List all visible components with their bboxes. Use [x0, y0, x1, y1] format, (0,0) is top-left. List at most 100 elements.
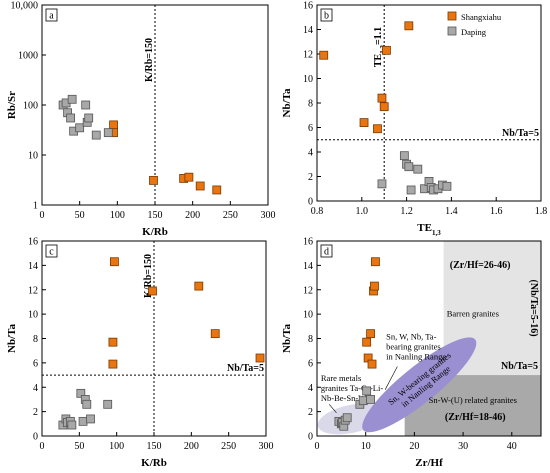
snw-nb-ta-leader — [384, 366, 398, 390]
shangxiahu-point — [373, 124, 382, 134]
snw-nb-ta-label-line: in Nanling Range — [386, 352, 446, 362]
x-axis-label: TE1,3 — [417, 222, 441, 237]
panel-letter-box — [45, 8, 58, 22]
x-tick-label: 30 — [458, 441, 468, 452]
zrhf-18-46-label: (Zr/Hf=18-46) — [445, 412, 506, 423]
shangxiahu-point — [108, 337, 118, 347]
y-tick-label: 1000 — [18, 51, 38, 62]
y-tick-label: 16 — [303, 1, 313, 12]
shangxiahu-point — [382, 45, 391, 55]
x-tick-label: 250 — [221, 441, 236, 452]
y-tick-label: 6 — [308, 358, 313, 369]
shangxiahu-point — [370, 281, 379, 291]
y-tick-label: 14 — [303, 261, 313, 272]
rare-metals-label-line: granites Ta-Cs-Li- — [321, 383, 383, 393]
x-tick-label: 300 — [261, 210, 276, 221]
y-tick-label: 12 — [303, 285, 313, 296]
legend-shangxiahu-label: Shangxiahu — [461, 12, 502, 22]
rare-metals-label-line: Rare metals — [321, 373, 361, 383]
rare-metals-label-line: Nb-Be-Sn-W — [321, 393, 366, 403]
y-tick-label: 10 — [303, 74, 313, 85]
y-tick-label: 16 — [303, 237, 313, 248]
shangxiahu-point — [210, 329, 220, 339]
snw-nb-ta-label-line: Sn, W, Nb, Ta- — [386, 332, 436, 342]
y-tick-label: 100 — [23, 101, 38, 112]
nbta5-label: Nb/Ta=5 — [502, 128, 539, 139]
y-tick-label: 8 — [308, 99, 313, 110]
y-tick-label: 10 — [28, 151, 38, 162]
daping-point — [75, 123, 85, 133]
panel-a: 0 50 100 150 200 250 300 1 10 100 1000 10,000 K/Rb Rb… — [6, 1, 276, 239]
shangxiahu-point — [184, 172, 194, 182]
panel-letter: c — [49, 247, 54, 258]
y-tick-label: 0 — [308, 197, 313, 208]
x-tick-label: 1.6 — [490, 206, 503, 217]
shangxiahu-point — [359, 118, 369, 127]
y-tick-label: 2 — [308, 407, 313, 418]
x-tick-label: 250 — [223, 210, 238, 221]
daping-point — [76, 388, 86, 398]
kr-150-label: K/Rb=150 — [143, 254, 154, 298]
daping-point — [84, 113, 94, 123]
nbta-5-16-label: (Nb/Ta=5-16) — [528, 280, 539, 337]
shangxiahu-point — [366, 329, 375, 339]
daping-point — [103, 128, 113, 138]
shangxiahu-point — [149, 176, 158, 185]
panel-letter-box — [320, 8, 333, 22]
x-tick-label: 150 — [147, 441, 162, 452]
y-tick-label: 8 — [33, 334, 38, 345]
x-tick-label: 150 — [148, 210, 163, 221]
daping-point — [81, 100, 91, 110]
daping-point — [82, 399, 92, 409]
shangxiahu-point — [212, 185, 222, 195]
daping-point — [78, 416, 88, 426]
x-tick-label: 40 — [507, 441, 517, 452]
legend-daping-swatch — [447, 26, 457, 36]
y-tick-label: 4 — [308, 148, 313, 159]
panel-d: 0 10 20 30 40 0 2 4 6 8 10 12 14 16 Zr/Hf Nb/Ta d (Zr/Hf=… — [281, 237, 542, 469]
daping-point — [358, 396, 368, 406]
y-tick-label: 10 — [303, 310, 313, 321]
daping-point — [377, 179, 387, 189]
x-tick-label: 300 — [259, 441, 274, 452]
panel-letter: a — [49, 11, 54, 22]
y-tick-label: 6 — [33, 358, 38, 369]
shangxiahu-point — [109, 120, 118, 130]
panel-letter: b — [324, 11, 329, 22]
shangxiahu-point — [319, 50, 329, 60]
te-label-suffix: =1.1 — [373, 27, 384, 45]
daping-point — [91, 130, 101, 140]
daping-point — [442, 181, 452, 191]
daping-point — [67, 420, 77, 430]
barren-label: Barren granites — [447, 309, 499, 319]
panel-letter-box — [320, 244, 333, 258]
y-axis-label: Rb/Sr — [6, 91, 18, 119]
x-axis-label: K/Rb — [141, 457, 167, 469]
nbta5-label: Nb/Ta=5 — [501, 361, 538, 372]
y-tick-label: 16 — [28, 237, 38, 248]
y-tick-label: 0 — [33, 432, 38, 443]
shangxiahu-point — [379, 102, 389, 112]
y-tick-label: 4 — [308, 383, 313, 394]
x-tick-label: 0.8 — [311, 206, 324, 217]
x-axis-label: Zr/Hf — [415, 457, 443, 469]
panel-b: 0.8 1.0 1.2 1.4 1.6 1.8 0 2 4 6 8 10 12 14 16 TE1,3 Nb/T… — [281, 1, 547, 238]
x-tick-label: 0 — [40, 441, 45, 452]
y-tick-label: 12 — [303, 50, 313, 61]
daping-point — [399, 151, 409, 161]
kr-150-label: K/Rb=150 — [144, 38, 155, 82]
rare-metals-leader — [328, 404, 337, 414]
shangxiahu-point — [362, 337, 372, 347]
x-tick-label: 1.8 — [535, 206, 548, 217]
daping-point — [366, 395, 375, 404]
daping-point — [67, 94, 77, 104]
x-tick-label: 100 — [109, 441, 124, 452]
shangxiahu-point — [195, 181, 205, 191]
x-tick-label: 100 — [110, 210, 125, 221]
y-tick-label: 10,000 — [11, 1, 39, 12]
y-tick-label: 1 — [33, 201, 38, 212]
y-tick-label: 14 — [303, 25, 313, 36]
shangxiahu-point — [367, 359, 377, 369]
x-tick-label: 200 — [184, 441, 199, 452]
shangxiahu-point — [110, 257, 119, 267]
